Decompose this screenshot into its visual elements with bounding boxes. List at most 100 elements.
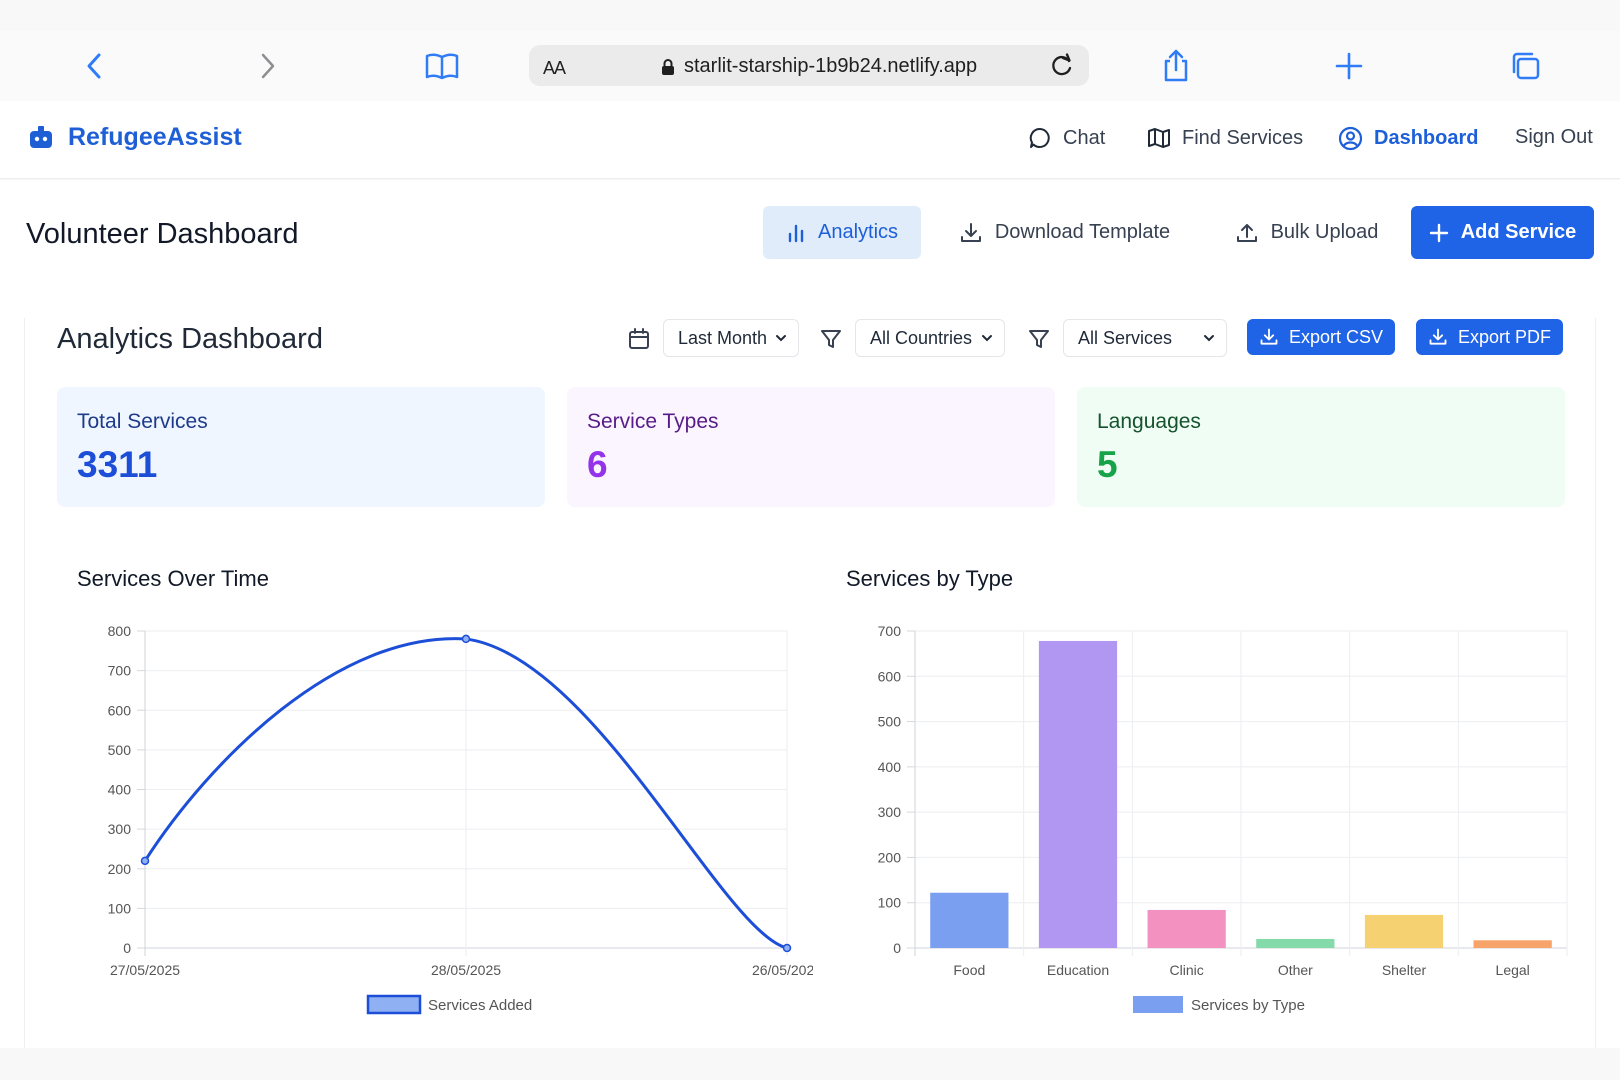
y-tick-label: 0	[123, 940, 131, 956]
nav-chat[interactable]: Chat	[1028, 126, 1105, 150]
y-tick-label: 500	[108, 742, 132, 758]
chevron-down-icon	[776, 335, 786, 342]
nav-dashboard[interactable]: Dashboard	[1338, 126, 1478, 151]
x-tick-label: Shelter	[1382, 962, 1427, 978]
filter-icon	[819, 327, 843, 356]
back-icon[interactable]	[75, 47, 115, 85]
chevron-down-icon	[1204, 335, 1214, 342]
services-by-type-chart: 0 100 200 300 400 500 600 700 Food Education Clini…	[878, 623, 1568, 1014]
bar	[1038, 640, 1118, 948]
map-icon	[1148, 128, 1170, 148]
data-point	[461, 634, 471, 644]
nav-chat-label: Chat	[1063, 126, 1106, 149]
download-template-label: Download Template	[994, 221, 1171, 243]
bulk-upload-button[interactable]: Bulk Upload	[1218, 206, 1395, 259]
reload-icon[interactable]	[1049, 53, 1075, 84]
y-tick-label: 200	[108, 861, 132, 877]
brand-name: RefugeeAssist	[68, 123, 242, 151]
filter-icon	[1027, 327, 1051, 356]
export-pdf-button[interactable]: Export PDF	[1416, 319, 1563, 355]
bar	[1147, 909, 1226, 948]
bookmarks-icon[interactable]	[422, 47, 462, 85]
legend-label: Services Added	[428, 997, 532, 1014]
chat-icon	[1029, 127, 1050, 148]
line-chart-title: Services Over Time	[77, 566, 269, 591]
bar	[1364, 914, 1444, 948]
y-tick-label: 800	[108, 623, 132, 639]
tabs-icon[interactable]	[1505, 47, 1545, 85]
analytics-button[interactable]: Analytics	[763, 206, 921, 259]
bar	[1256, 938, 1335, 948]
main-content: Volunteer Dashboard Analytics Download T…	[0, 180, 1620, 1048]
country-select-value: All Countries	[870, 327, 973, 348]
x-tick-label: Legal	[1496, 962, 1530, 978]
y-tick-label: 200	[878, 849, 902, 865]
new-tab-icon[interactable]	[1329, 47, 1369, 85]
x-tick-label: 26/05/2025	[752, 962, 813, 978]
user-circle-icon	[1338, 126, 1363, 151]
x-tick-label: Food	[953, 962, 985, 978]
y-tick-label: 300	[878, 804, 902, 820]
bulk-upload-label: Bulk Upload	[1270, 221, 1379, 243]
bar-chart-title: Services by Type	[846, 566, 1014, 591]
calendar-icon	[627, 327, 651, 356]
y-tick-label: 100	[878, 895, 902, 911]
download-icon	[1260, 328, 1278, 345]
stat-value: 6	[587, 444, 608, 485]
analytics-button-label: Analytics	[817, 221, 899, 243]
bar	[930, 892, 1009, 948]
service-select[interactable]: All Services	[1063, 319, 1227, 357]
period-select-value: Last Month	[678, 327, 768, 348]
y-tick-label: 600	[108, 702, 132, 718]
y-tick-label: 500	[878, 714, 902, 730]
x-tick-label: 28/05/2025	[431, 962, 501, 978]
y-tick-label: 300	[108, 821, 132, 837]
stat-label: Total Services	[77, 410, 208, 433]
data-point	[782, 943, 792, 953]
stat-card-service-types: Service Types 6	[567, 387, 1055, 507]
analytics-title: Analytics Dashboard	[57, 323, 323, 355]
export-csv-label: Export CSV	[1288, 326, 1384, 347]
bar-chart-icon	[788, 224, 804, 242]
nav-find-services[interactable]: Find Services	[1147, 126, 1303, 150]
y-tick-label: 600	[878, 668, 902, 684]
y-tick-label: 400	[108, 782, 132, 798]
bar	[1473, 940, 1552, 948]
legend-swatch	[1133, 996, 1183, 1013]
nav-find-services-label: Find Services	[1182, 126, 1304, 149]
plus-icon	[1429, 223, 1448, 242]
brand-logo-link[interactable]: RefugeeAssist	[28, 123, 242, 152]
share-icon[interactable]	[1156, 47, 1196, 85]
period-select[interactable]: Last Month	[663, 319, 799, 357]
services-over-time-chart: 0 100 200 300 400 500 600 700 800 27/05/2025 28/05…	[108, 623, 813, 1015]
x-tick-label: Clinic	[1170, 962, 1204, 978]
service-select-value: All Services	[1078, 327, 1173, 348]
add-service-label: Add Service	[1460, 221, 1577, 243]
url-text: starlit-starship-1b9b24.netlify.app	[684, 55, 978, 77]
nav-dashboard-label: Dashboard	[1374, 127, 1479, 149]
x-tick-label: Education	[1047, 962, 1109, 978]
download-template-button[interactable]: Download Template	[948, 206, 1181, 259]
export-pdf-label: Export PDF	[1457, 326, 1552, 347]
browser-toolbar: AA starlit-starship-1b9b24.netlify.app	[0, 31, 1620, 101]
bot-icon	[30, 125, 52, 148]
legend-label: Services by Type	[1191, 997, 1305, 1014]
url-bar[interactable]: AA starlit-starship-1b9b24.netlify.app	[529, 45, 1089, 86]
forward-icon[interactable]	[247, 47, 287, 85]
stat-value: 5	[1097, 444, 1118, 485]
y-tick-label: 700	[878, 623, 902, 639]
nav-sign-out[interactable]: Sign Out	[1515, 126, 1593, 149]
download-icon	[960, 222, 981, 242]
stat-card-total-services: Total Services 3311	[57, 387, 545, 507]
add-service-button[interactable]: Add Service	[1411, 206, 1594, 259]
reader-aa-button[interactable]: AA	[543, 58, 566, 78]
data-point	[140, 856, 150, 866]
y-tick-label: 700	[108, 663, 132, 679]
lock-icon	[662, 58, 674, 75]
export-csv-button[interactable]: Export CSV	[1247, 319, 1395, 355]
y-tick-label: 100	[108, 900, 132, 916]
country-select[interactable]: All Countries	[855, 319, 1005, 357]
nav-sign-out-label: Sign Out	[1515, 126, 1593, 148]
stat-value: 3311	[77, 444, 158, 485]
stat-card-languages: Languages 5	[1077, 387, 1565, 507]
